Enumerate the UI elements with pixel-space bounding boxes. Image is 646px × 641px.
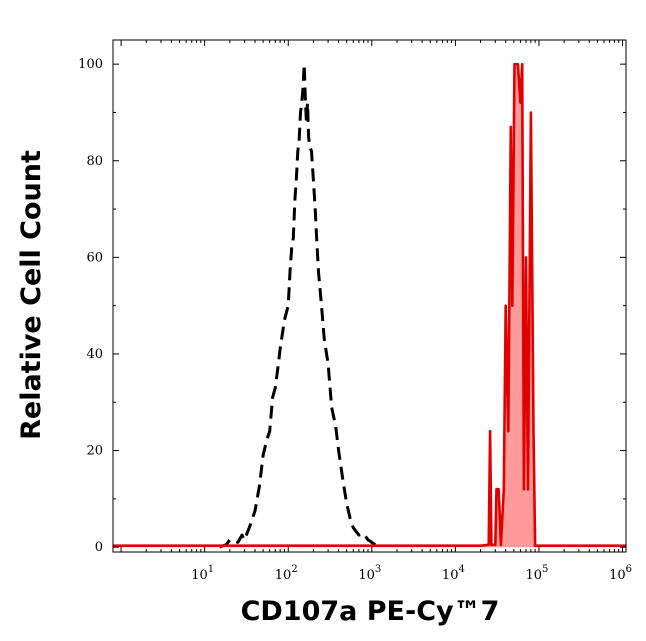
y-tick-label: 40 <box>86 347 103 362</box>
x-tick-label: 102 <box>275 564 298 583</box>
y-tick-label: 60 <box>86 250 103 265</box>
y-tick-label: 20 <box>86 444 103 459</box>
y-tick-label: 100 <box>78 57 103 72</box>
axes: 101 102 103 104 105 106 0 20 40 60 80 100 <box>78 39 632 583</box>
x-tick-label: 105 <box>526 564 549 583</box>
series-0-line <box>218 62 377 549</box>
x-tick-label: 106 <box>609 564 632 583</box>
plot-frame <box>112 39 627 553</box>
series-1-fill <box>113 64 626 548</box>
plot-area <box>113 62 626 549</box>
y-tick-label: 0 <box>95 540 103 555</box>
y-tick-label: 80 <box>86 154 103 169</box>
y-axis-title: Relative Cell Count <box>16 150 47 440</box>
series-1-line <box>113 62 626 547</box>
x-tick-label: 104 <box>442 564 465 583</box>
x-tick-label: 103 <box>358 564 381 583</box>
x-tick-label: 101 <box>191 564 214 583</box>
x-axis-title: CD107a PE-Cy™7 <box>241 596 500 627</box>
